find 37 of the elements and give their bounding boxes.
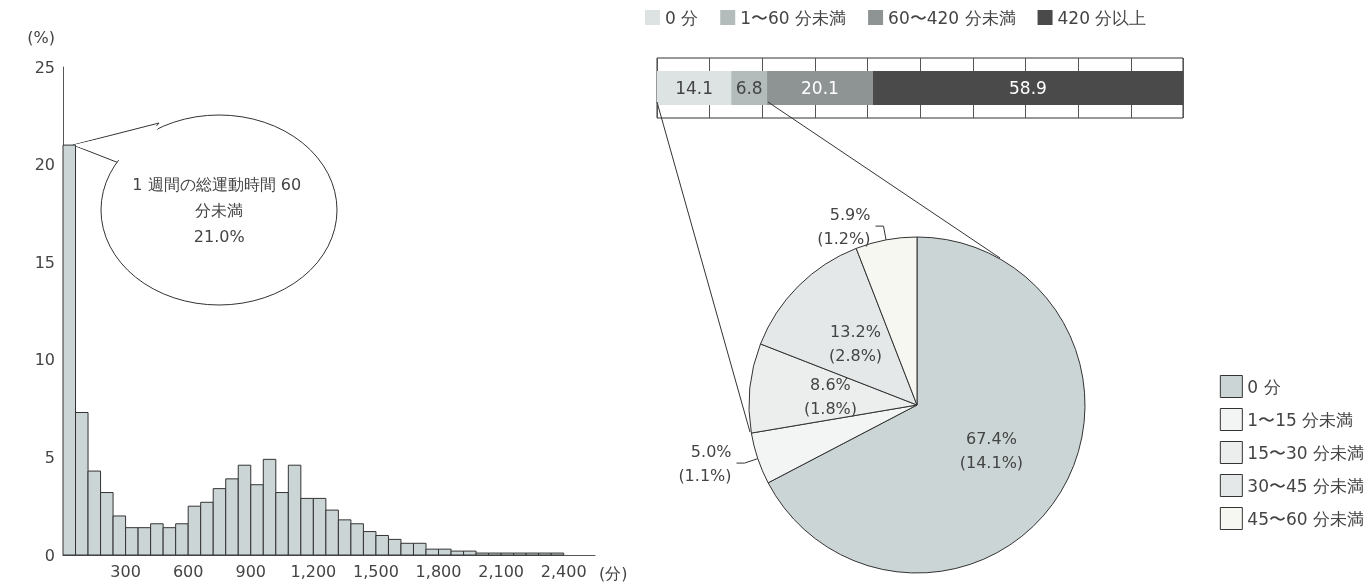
x-tick-label: 600 bbox=[172, 561, 204, 581]
bar bbox=[767, 71, 873, 105]
x-tick-label: 1,800 bbox=[415, 561, 462, 581]
legend-label: 30〜45 分未満 bbox=[1247, 475, 1364, 496]
x-tick-label: 2,100 bbox=[478, 561, 525, 581]
y-tick-label: 5 bbox=[44, 447, 55, 467]
legend-label: 420 分以上 bbox=[1057, 7, 1147, 28]
x-tick-label: 300 bbox=[110, 561, 141, 581]
y-axis-title: (%) bbox=[27, 27, 55, 47]
x-axis-title: (分) bbox=[599, 563, 628, 583]
data-label: 14.1 bbox=[675, 78, 714, 98]
legend-label: 45〜60 分未満 bbox=[1247, 508, 1364, 529]
legend-label: 15〜30 分未満 bbox=[1247, 442, 1364, 463]
x-tick-label: 1,500 bbox=[353, 561, 399, 581]
legend-label: 0 分 bbox=[665, 7, 699, 28]
legend-label: 1〜15 分未満 bbox=[1247, 409, 1354, 430]
legend-label: 0 分 bbox=[1247, 376, 1281, 397]
bar bbox=[657, 71, 732, 105]
x-tick-label: 1,200 bbox=[290, 561, 337, 581]
x-tick-label: 2,400 bbox=[540, 561, 587, 581]
data-label: 5.9% (1.2%) bbox=[817, 204, 871, 248]
y-tick-label: 10 bbox=[34, 350, 55, 370]
y-tick-label: 15 bbox=[34, 252, 55, 272]
y-tick-label: 25 bbox=[34, 57, 55, 77]
data-label: 58.9 bbox=[1009, 78, 1047, 98]
data-label: 67.4% (14.1%) bbox=[959, 428, 1024, 472]
data-label: 6.8 bbox=[735, 78, 763, 98]
annotation: 1 週間の総運動時間 60 分未満 21.0% bbox=[132, 174, 307, 246]
legend-label: 60〜420 分未満 bbox=[888, 7, 1016, 28]
data-label: 13.2% (2.8%) bbox=[828, 321, 883, 365]
data-label: 5.0% (1.1%) bbox=[678, 441, 732, 485]
y-tick-label: 0 bbox=[44, 545, 55, 565]
data-label: 20.1 bbox=[801, 78, 839, 98]
y-tick-label: 20 bbox=[34, 155, 55, 175]
x-tick-label: 900 bbox=[235, 561, 267, 581]
legend-label: 1〜60 分未満 bbox=[740, 7, 847, 28]
data-label: 8.6% (1.8%) bbox=[803, 374, 858, 418]
